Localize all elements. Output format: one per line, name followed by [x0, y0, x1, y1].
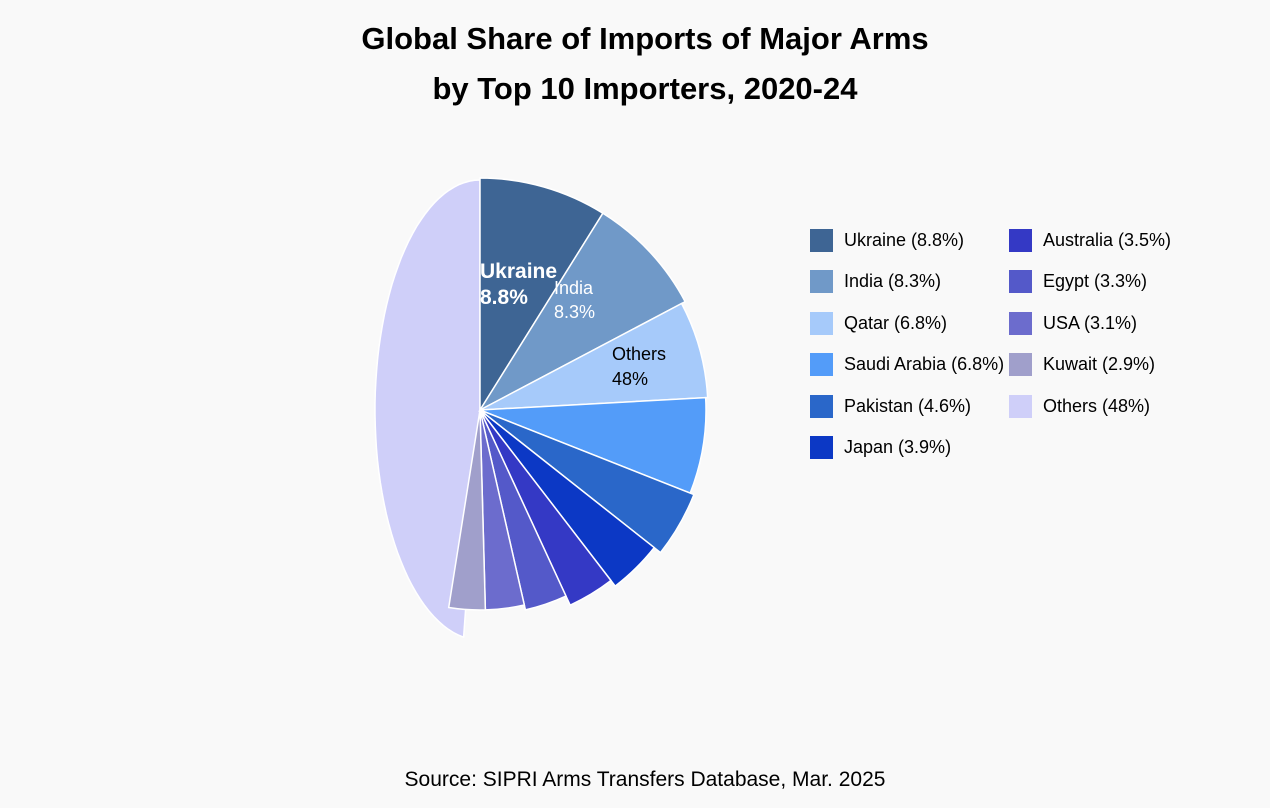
pie-slice-japan — [479, 409, 656, 588]
legend-item-india: India (8.3%) — [810, 270, 1009, 294]
data-label-others-value: 48% — [612, 369, 648, 389]
legend-label: Pakistan (4.6%) — [844, 395, 972, 416]
data-label-ukraine-name: Ukraine — [480, 260, 557, 283]
legend-swatch — [810, 228, 833, 252]
legend-swatch — [810, 270, 833, 294]
legend-label: Australia (3.5%) — [1043, 229, 1172, 250]
chart-source: Source: SIPRI Arms Transfers Database, M… — [404, 768, 886, 791]
legend-label: USA (3.1%) — [1043, 312, 1138, 333]
pie-slice-kuwait — [447, 409, 487, 611]
legend-label: Ukraine (8.8%) — [844, 229, 965, 250]
legend-item-ukraine: Ukraine (8.8%) — [810, 228, 1009, 252]
legend-label: Japan (3.9%) — [844, 437, 952, 458]
pie-slice-australia — [479, 409, 613, 607]
chart-title-line-2: by Top 10 Importers, 2020-24 — [432, 71, 858, 106]
legend-label: India (8.3%) — [844, 271, 942, 292]
pie-slice-ukraine — [479, 177, 604, 413]
chart-title-line-1: Global Share of Imports of Major Arms — [361, 21, 929, 56]
legend-item-others: Others (48%) — [1009, 394, 1209, 418]
pie-slice-qatar — [479, 302, 709, 411]
legend-swatch — [1009, 394, 1032, 418]
data-label-others-name: Others — [612, 344, 666, 364]
legend-item-egypt: Egypt (3.3%) — [1009, 270, 1209, 294]
legend-swatch — [1009, 228, 1032, 252]
legend-label: Kuwait (2.9%) — [1043, 354, 1156, 375]
chart-legend: Ukraine (8.8%) India (8.3%) Qatar (6.8%) Sa… — [810, 228, 1230, 478]
legend-label: Qatar (6.8%) — [844, 312, 948, 333]
data-label-india-value: 8.3% — [554, 302, 595, 322]
legend-item-qatar: Qatar (6.8%) — [810, 311, 1009, 335]
legend-swatch — [810, 394, 833, 418]
data-label-india-name: India — [554, 278, 594, 298]
legend-item-saudi-arabia: Saudi Arabia (6.8%) — [810, 353, 1009, 377]
pie-slice-egypt — [479, 409, 567, 611]
legend-item-japan: Japan (3.9%) — [810, 436, 1009, 460]
legend-swatch — [1009, 353, 1032, 377]
pie-slice-india — [477, 212, 687, 412]
legend-label: Egypt (3.3%) — [1043, 271, 1148, 292]
legend-swatch — [1009, 311, 1032, 335]
pie-slice-pakistan — [479, 409, 695, 554]
pie-slice-others — [374, 179, 481, 639]
legend-swatch — [1009, 270, 1032, 294]
legend-swatch — [810, 436, 833, 460]
legend-item-usa: USA (3.1%) — [1009, 311, 1209, 335]
legend-label: Saudi Arabia (6.8%) — [844, 354, 1005, 375]
legend-swatch — [810, 311, 833, 335]
legend-item-kuwait: Kuwait (2.9%) — [1009, 353, 1209, 377]
chart-title: Global Share of Imports of Major Arms by… — [0, 14, 1270, 114]
legend-item-australia: Australia (3.5%) — [1009, 228, 1209, 252]
legend-item-pakistan: Pakistan (4.6%) — [810, 394, 1009, 418]
legend-swatch — [810, 353, 833, 377]
legend-label: Others (48%) — [1043, 395, 1151, 416]
data-label-ukraine-value: 8.8% — [480, 286, 528, 309]
